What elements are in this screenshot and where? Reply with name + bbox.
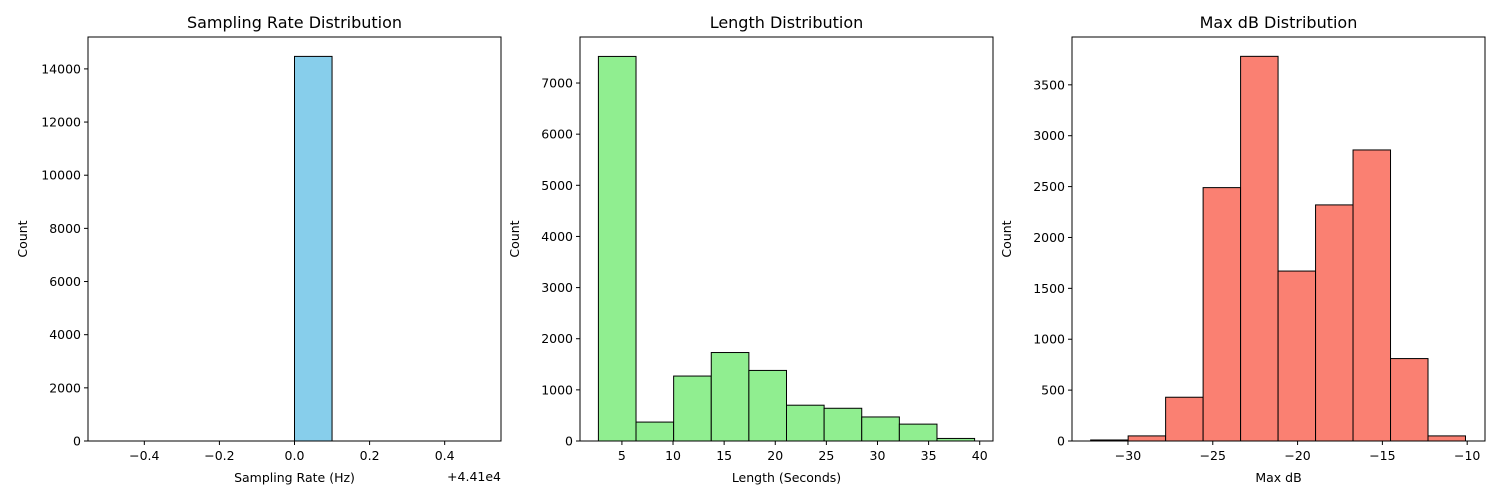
max-db-bar-2 xyxy=(1165,396,1204,442)
length-ytick-label-2: 2000 xyxy=(541,331,573,346)
sampling-rate-ytick-label-6: 12000 xyxy=(41,115,81,130)
length-bar-0 xyxy=(597,55,637,442)
max-db-bar-9 xyxy=(1427,435,1466,442)
sampling-rate-x-axis-label: Sampling Rate (Hz) xyxy=(234,470,355,485)
max-db-xtick-label-4: −10 xyxy=(1454,448,1480,463)
length-ytick-label-4: 4000 xyxy=(541,229,573,244)
sampling-rate-chart-title: Sampling Rate Distribution xyxy=(187,13,402,32)
max-db-bar-1 xyxy=(1127,435,1167,442)
length-xtick-label-7: 40 xyxy=(972,448,988,463)
length-axes-frame xyxy=(579,36,994,442)
length-xtick-label-1: 10 xyxy=(665,448,681,463)
sampling-rate-x-offset-label: +4.41e4 xyxy=(447,469,501,484)
max-db-ytick-label-0: 0 xyxy=(1057,434,1065,449)
length-xtick-label-2: 15 xyxy=(716,448,732,463)
max-db-xtick-label-3: −15 xyxy=(1369,448,1395,463)
sampling-rate-ytick-label-1: 2000 xyxy=(49,380,81,395)
length-y-axis-label: Count xyxy=(507,220,522,257)
sampling-rate-ytick-label-2: 4000 xyxy=(49,327,81,342)
length-bar-4 xyxy=(748,369,788,442)
sampling-rate-panel: −0.4 −0.2 0.0 0.2 0.4 0 2000 4000 6000 8000 10000 1… xyxy=(15,13,502,485)
length-ytick-label-6: 6000 xyxy=(541,127,573,142)
max-db-bar-6 xyxy=(1315,204,1354,442)
length-xtick-label-6: 35 xyxy=(921,448,937,463)
length-xtick-label-3: 20 xyxy=(767,448,783,463)
sampling-rate-y-axis-label: Count xyxy=(15,220,30,257)
sampling-rate-ytick-label-0: 0 xyxy=(73,434,81,449)
sampling-rate-xtick-label-4: 0.4 xyxy=(435,448,455,463)
sampling-rate-xtick-label-2: 0.0 xyxy=(285,448,305,463)
max-db-bar-5 xyxy=(1277,270,1317,442)
length-x-axis-label: Length (Seconds) xyxy=(732,470,841,485)
sampling-rate-ytick-label-4: 8000 xyxy=(49,221,81,236)
max-db-bar-7 xyxy=(1352,149,1392,442)
max-db-ytick-label-3: 1500 xyxy=(1033,281,1065,296)
max-db-xtick-label-0: −30 xyxy=(1115,448,1141,463)
sampling-rate-ytick-label-5: 10000 xyxy=(41,168,81,183)
sampling-rate-ytick-label-3: 6000 xyxy=(49,274,81,289)
max-db-x-axis-label: Max dB xyxy=(1255,470,1301,485)
length-xtick-label-4: 25 xyxy=(818,448,834,463)
max-db-ytick-label-5: 2500 xyxy=(1033,179,1065,194)
sampling-rate-xtick-label-0: −0.4 xyxy=(129,448,159,463)
length-bar-6 xyxy=(823,407,863,442)
max-db-panel: −30 −25 −20 −15 −10 0 500 1000 1500 2000 2500 3000 3… xyxy=(999,13,1486,485)
length-ytick-label-7: 7000 xyxy=(541,76,573,91)
sampling-rate-xtick-label-3: 0.2 xyxy=(360,448,380,463)
sampling-rate-ytick-label-7: 14000 xyxy=(41,61,81,76)
length-ytick-label-5: 5000 xyxy=(541,178,573,193)
length-panel: 5 10 15 20 25 30 35 40 0 1000 2000 3000 4000 5000 6000… xyxy=(507,13,994,485)
max-db-ytick-label-1: 500 xyxy=(1041,383,1065,398)
max-db-xtick-label-2: −20 xyxy=(1284,448,1310,463)
length-xtick-label-0: 5 xyxy=(618,448,626,463)
length-xtick-label-5: 30 xyxy=(870,448,886,463)
max-db-bar-3 xyxy=(1202,187,1242,442)
length-ytick-label-1: 1000 xyxy=(541,382,573,397)
max-db-bar-4 xyxy=(1240,55,1279,442)
length-bar-8 xyxy=(898,423,938,442)
length-ytick-label-0: 0 xyxy=(565,434,573,449)
max-db-chart-title: Max dB Distribution xyxy=(1200,13,1358,32)
length-bar-2 xyxy=(673,375,712,442)
max-db-ytick-label-6: 3000 xyxy=(1033,128,1065,143)
max-db-xtick-label-1: −25 xyxy=(1200,448,1226,463)
sampling-rate-xtick-label-1: −0.2 xyxy=(204,448,234,463)
max-db-y-axis-label: Count xyxy=(999,220,1014,257)
max-db-ytick-label-4: 2000 xyxy=(1033,230,1065,245)
max-db-bar-8 xyxy=(1390,358,1429,442)
sampling-rate-bar-5 xyxy=(294,55,333,442)
length-ytick-label-3: 3000 xyxy=(541,280,573,295)
length-chart-title: Length Distribution xyxy=(710,13,864,32)
length-bar-3 xyxy=(710,352,750,442)
length-bar-7 xyxy=(861,416,900,442)
max-db-ytick-label-7: 3500 xyxy=(1033,77,1065,92)
length-bar-5 xyxy=(786,404,825,442)
max-db-axes-frame xyxy=(1071,36,1486,442)
length-bar-1 xyxy=(635,421,675,442)
max-db-ytick-label-2: 1000 xyxy=(1033,332,1065,347)
